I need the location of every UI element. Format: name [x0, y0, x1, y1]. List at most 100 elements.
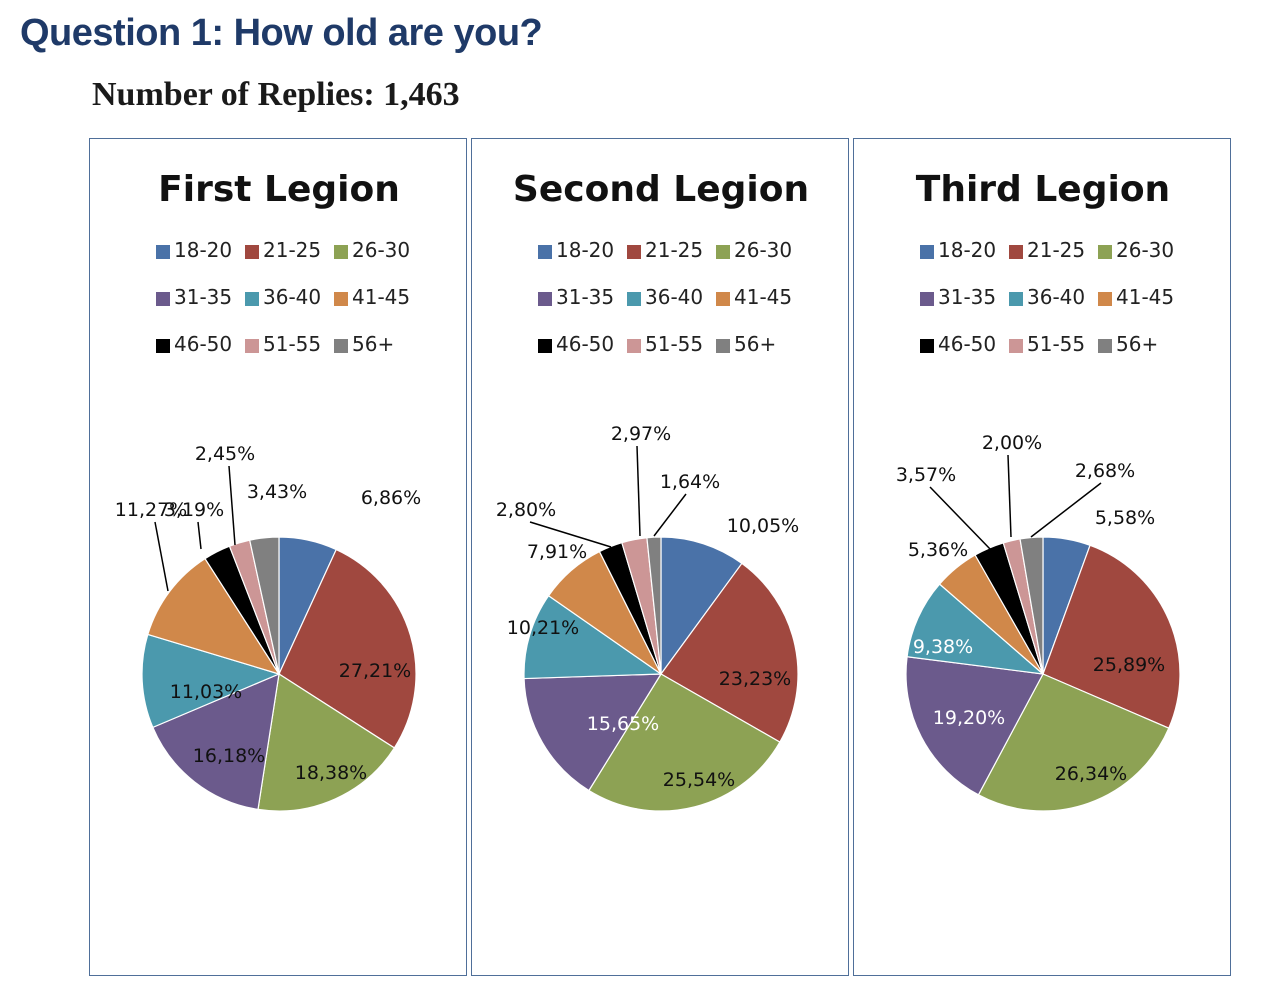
legend-swatch: [627, 292, 641, 306]
pie-slice-21-25: [1042, 544, 1181, 729]
legend-swatch: [1009, 245, 1023, 259]
leader-line-46-50: [529, 521, 612, 548]
legend-swatch: [1098, 245, 1112, 259]
leader-line-51-55: [228, 465, 236, 546]
legend-label: 31-35: [938, 285, 996, 309]
pie-slice-31-35: [152, 673, 280, 811]
legend-item-56plus: 56+: [334, 332, 394, 356]
chart-panel-third-legion: Third Legion 18-20 21-25 26-30 31-35 36-40 41-…: [853, 138, 1231, 976]
data-label-26-30: 18,38%: [295, 762, 367, 784]
legend-swatch: [716, 245, 730, 259]
legend-item-21-25: 21-25: [245, 238, 321, 262]
data-label-21-25: 25,89%: [1093, 654, 1165, 676]
legend-item-41-45: 41-45: [334, 285, 410, 309]
legend-item-56plus: 56+: [1098, 332, 1158, 356]
pie-slice-26-30: [257, 672, 396, 812]
pie-slice-21-25: [660, 562, 799, 743]
pie-slice-31-35: [905, 656, 1044, 796]
legend-swatch: [627, 245, 641, 259]
legend-swatch: [538, 245, 552, 259]
data-label-36-40: 10,21%: [507, 617, 579, 639]
data-label-46-50: 3,57%: [896, 464, 956, 486]
leader-line-56plus: [653, 493, 687, 537]
data-label-18-20: 10,05%: [727, 515, 799, 537]
legend-label: 51-55: [645, 332, 703, 356]
legend-label: 31-35: [556, 285, 614, 309]
legend-item-31-35: 31-35: [538, 285, 614, 309]
chart-title: Third Legion: [916, 169, 1170, 210]
pie-slice-21-25: [278, 548, 417, 749]
legend-label: 31-35: [174, 285, 232, 309]
legend-item-41-45: 41-45: [716, 285, 792, 309]
legend-item-46-50: 46-50: [538, 332, 614, 356]
legend-swatch: [245, 339, 259, 353]
leader-line-46-50: [929, 486, 992, 551]
legend-swatch: [627, 339, 641, 353]
legend-label: 46-50: [556, 332, 614, 356]
legend-item-36-40: 36-40: [627, 285, 703, 309]
data-label-31-35: 16,18%: [193, 745, 265, 767]
legend-label: 46-50: [174, 332, 232, 356]
legend-item-31-35: 31-35: [156, 285, 232, 309]
data-label-41-45: 5,36%: [908, 539, 968, 561]
legend-item-56plus: 56+: [716, 332, 776, 356]
data-label-51-55: 2,97%: [611, 423, 671, 445]
pie-chart-third-legion: Third Legion 18-20 21-25 26-30 31-35 36-40 41-…: [896, 169, 1181, 812]
data-label-31-35: 15,65%: [587, 713, 659, 735]
chart-panel-first-legion: First Legion 18-20 21-25 26-30 31-35 36-40 41-…: [89, 138, 467, 976]
pie-slice-56plus: [646, 536, 662, 675]
legend-label: 56+: [1116, 332, 1158, 356]
legend-item-41-45: 41-45: [1098, 285, 1174, 309]
legend-swatch: [1098, 292, 1112, 306]
data-label-46-50: 2,80%: [496, 499, 556, 521]
pie-chart-first-legion: First Legion 18-20 21-25 26-30 31-35 36-40 41-…: [115, 169, 421, 812]
legend-item-26-30: 26-30: [1098, 238, 1174, 262]
legend-swatch: [538, 292, 552, 306]
legend-label: 51-55: [263, 332, 321, 356]
legend-item-18-20: 18-20: [538, 238, 614, 262]
data-label-18-20: 5,58%: [1095, 507, 1155, 529]
legend-swatch: [334, 292, 348, 306]
chart-panel-second-legion: Second Legion 18-20 21-25 26-30 31-35 36-40 41…: [471, 138, 849, 976]
legend-swatch: [716, 339, 730, 353]
legend-item-31-35: 31-35: [920, 285, 996, 309]
data-label-41-45: 11,27%: [115, 499, 187, 521]
data-label-56plus: 3,43%: [247, 481, 307, 503]
legend-swatch: [920, 339, 934, 353]
data-label-56plus: 2,68%: [1075, 460, 1135, 482]
data-label-51-55: 2,00%: [982, 432, 1042, 454]
page-title: Question 1: How old are you?: [20, 12, 543, 54]
data-label-26-30: 25,54%: [663, 769, 735, 791]
legend-label: 56+: [352, 332, 394, 356]
legend-swatch: [156, 292, 170, 306]
legend-item-36-40: 36-40: [245, 285, 321, 309]
legend-label: 21-25: [1027, 238, 1085, 262]
data-label-56plus: 1,64%: [660, 471, 720, 493]
pie-slice-36-40: [141, 633, 281, 729]
legend-item-18-20: 18-20: [920, 238, 996, 262]
pie-slice-18-20: [660, 536, 743, 676]
pie-slice-26-30: [588, 673, 781, 812]
legend-item-36-40: 36-40: [1009, 285, 1085, 309]
chart-title: First Legion: [158, 169, 400, 210]
pie-slice-31-35: [523, 673, 663, 792]
leader-line-51-55: [1007, 454, 1012, 538]
data-label-36-40: 11,03%: [170, 681, 242, 703]
data-label-31-35: 19,20%: [933, 707, 1005, 729]
leader-line-51-55: [636, 445, 641, 537]
page-subtitle: Number of Replies: 1,463: [92, 76, 460, 113]
legend-label: 26-30: [352, 238, 410, 262]
pie-slice-56plus: [248, 536, 280, 675]
legend-swatch: [1009, 292, 1023, 306]
legend-item-46-50: 46-50: [156, 332, 232, 356]
legend-item-51-55: 51-55: [1009, 332, 1085, 356]
pie-chart-second-legion: Second Legion 18-20 21-25 26-30 31-35 36-40 41…: [496, 169, 809, 812]
pie-slice-41-45: [147, 557, 281, 676]
legend-item-26-30: 26-30: [334, 238, 410, 262]
legend-swatch: [1098, 339, 1112, 353]
legend-label: 18-20: [938, 238, 996, 262]
legend-swatch: [245, 245, 259, 259]
legend-label: 46-50: [938, 332, 996, 356]
legend-item-51-55: 51-55: [245, 332, 321, 356]
legend-label: 21-25: [263, 238, 321, 262]
